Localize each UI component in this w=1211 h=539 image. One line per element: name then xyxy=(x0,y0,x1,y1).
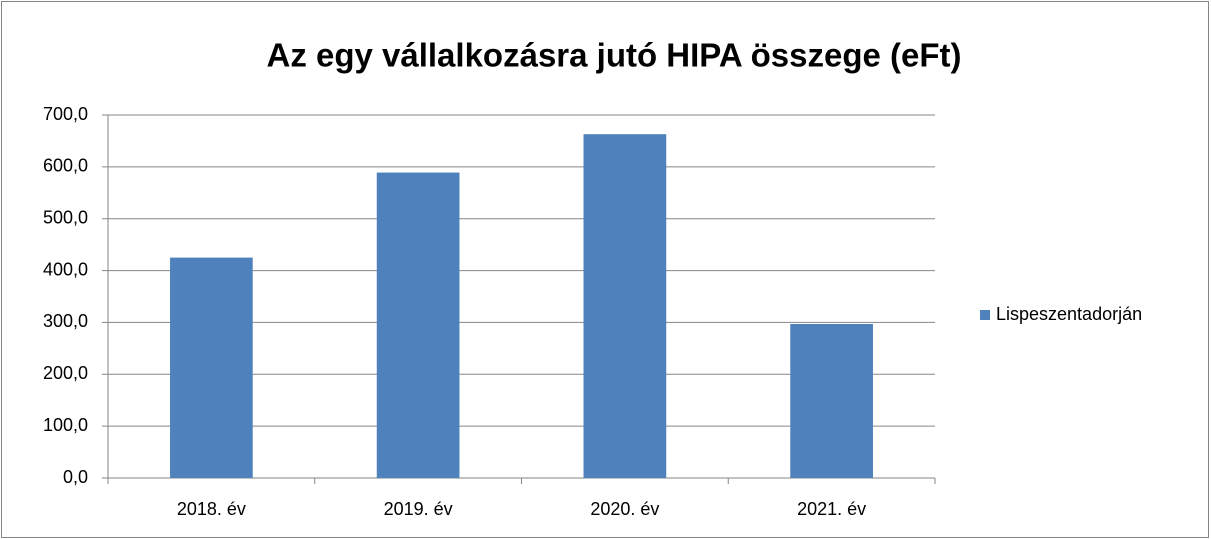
x-tick-label: 2020. év xyxy=(590,499,659,519)
y-tick-label: 600,0 xyxy=(43,156,88,176)
bar xyxy=(376,172,460,478)
y-tick-label: 400,0 xyxy=(43,259,88,279)
y-tick-label: 0,0 xyxy=(63,467,88,487)
y-tick-label: 300,0 xyxy=(43,311,88,331)
y-tick-label: 700,0 xyxy=(43,104,88,124)
bar xyxy=(790,323,873,478)
legend-label: Lispeszentadorján xyxy=(996,304,1142,324)
y-tick-label: 500,0 xyxy=(43,207,88,227)
bar xyxy=(170,257,253,478)
x-tick-label: 2021. év xyxy=(797,499,866,519)
x-tick-label: 2019. év xyxy=(384,499,453,519)
legend-swatch xyxy=(980,310,990,320)
x-tick-label: 2018. év xyxy=(177,499,246,519)
y-tick-label: 100,0 xyxy=(43,415,88,435)
chart-title: Az egy vállalkozásra jutó HIPA összege (… xyxy=(266,37,961,74)
bar xyxy=(583,134,667,479)
y-tick-label: 200,0 xyxy=(43,363,88,383)
